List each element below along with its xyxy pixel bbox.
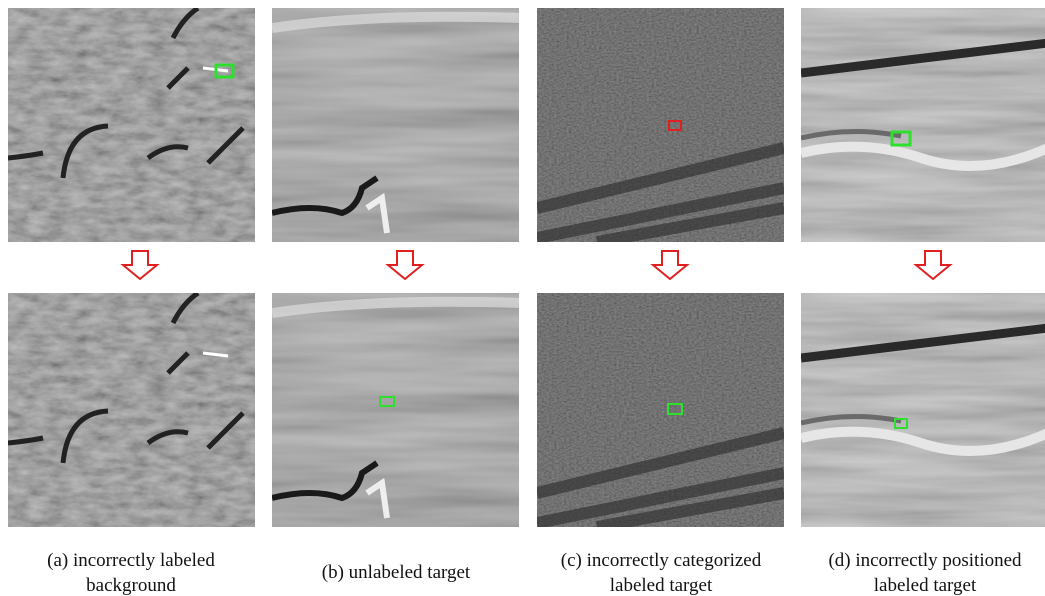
image	[8, 293, 255, 527]
caption: labeled target	[610, 575, 713, 596]
image	[537, 293, 784, 527]
caption: background	[86, 575, 176, 596]
image	[272, 293, 519, 527]
caption: (a) incorrectly labeled	[47, 550, 215, 571]
caption: (b) unlabeled target	[322, 562, 471, 583]
arrow	[653, 251, 687, 279]
arrow	[123, 251, 157, 279]
caption: labeled target	[874, 575, 977, 596]
figure: (a) incorrectly labeled background (b) u…	[0, 0, 1045, 596]
image	[537, 8, 784, 242]
image	[272, 8, 519, 242]
caption: (c) incorrectly categorized	[561, 550, 762, 571]
image	[8, 8, 255, 242]
image	[801, 293, 1045, 527]
arrow	[388, 251, 422, 279]
arrow	[916, 251, 950, 279]
image	[801, 8, 1045, 242]
caption: (d) incorrectly positioned	[828, 550, 1022, 571]
